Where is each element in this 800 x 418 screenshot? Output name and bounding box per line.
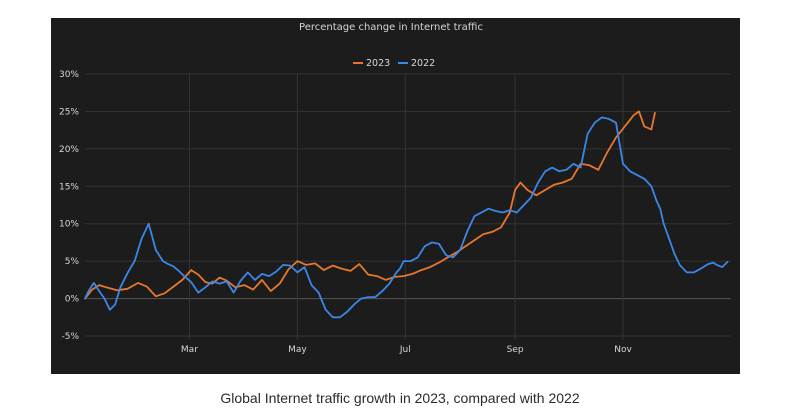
y-tick-label-3: 10%	[59, 220, 79, 230]
y-tick-label-1: 0%	[65, 295, 80, 305]
series-line-2023	[84, 110, 656, 300]
series-lines	[84, 110, 729, 319]
series-line-2022	[84, 116, 729, 319]
x-tick-label-sep: Sep	[507, 345, 524, 355]
legend: 2023 2022	[353, 58, 435, 69]
line-chart: Percentage change in Internet traffic 20…	[59, 22, 731, 355]
x-axis: Mar May Jul Sep Nov	[181, 345, 633, 355]
x-tick-label-may: May	[288, 345, 307, 355]
y-tick-label-7: 30%	[59, 70, 79, 80]
legend-label-2023: 2023	[366, 58, 390, 69]
chart-panel: Percentage change in Internet traffic 20…	[51, 18, 740, 374]
chart-title: Percentage change in Internet traffic	[299, 22, 483, 33]
y-tick-label-0: -5%	[61, 332, 79, 342]
y-tick-label-2: 5%	[65, 257, 80, 267]
y-tick-label-6: 25%	[59, 107, 79, 117]
x-tick-label-jul: Jul	[399, 345, 411, 355]
x-tick-label-mar: Mar	[181, 345, 198, 355]
y-tick-label-4: 15%	[59, 182, 79, 192]
chart-caption: Global Internet traffic growth in 2023, …	[220, 390, 580, 406]
legend-label-2022: 2022	[411, 58, 435, 69]
x-tick-label-nov: Nov	[614, 345, 632, 355]
y-axis: -5% 0% 5% 10% 15% 20% 25% 30%	[59, 70, 79, 342]
y-tick-label-5: 20%	[59, 145, 79, 155]
